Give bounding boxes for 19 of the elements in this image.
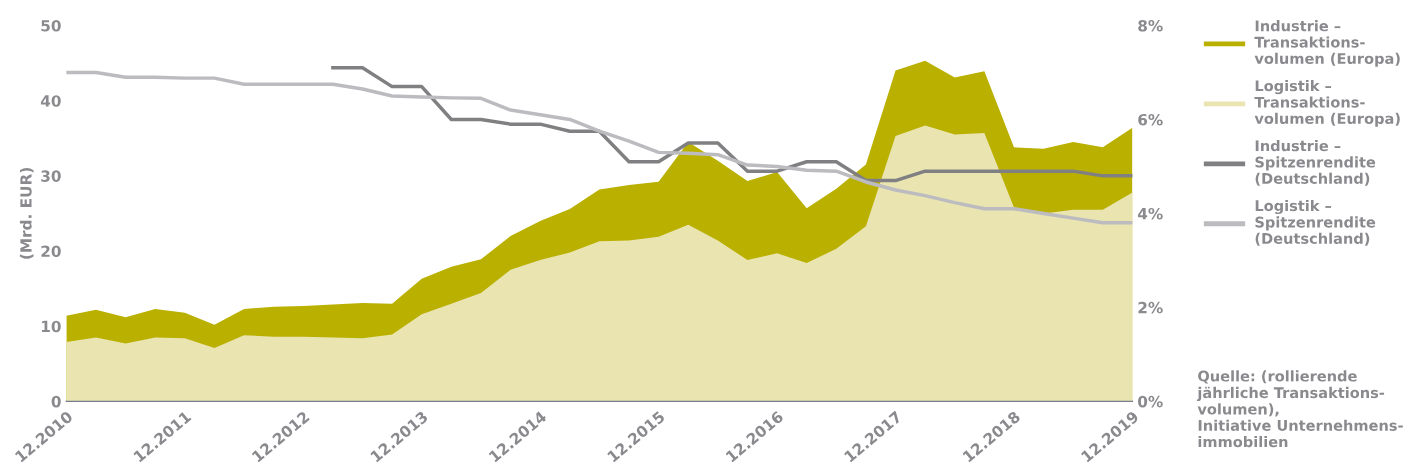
y-tick-label: 10 xyxy=(41,320,61,333)
y2-tick-label: 6% xyxy=(1138,113,1163,126)
legend-label: Industrie – Transaktions- volumen (Europa) xyxy=(1254,20,1400,67)
y2-tick-label: 2% xyxy=(1138,301,1163,314)
y-tick-label: 30 xyxy=(41,170,61,182)
legend-label: Logistik – Transaktions- volumen (Europa) xyxy=(1254,79,1400,127)
y2-tick-label: 8% xyxy=(1138,19,1163,32)
legend-label: Logistik – Spitzenrendite (Deutschland) xyxy=(1255,199,1376,246)
line-series xyxy=(331,66,1133,183)
y-tick-label: 20 xyxy=(41,245,61,258)
y-axis-title: (Mrd. EUR) xyxy=(19,168,34,259)
y-tick-label: 50 xyxy=(41,19,61,32)
y-tick-label: 40 xyxy=(40,95,61,107)
line-series xyxy=(66,70,1133,225)
y2-tick-label: 0% xyxy=(1138,395,1163,408)
source-note: Quelle: (rollierende jährliche Transaktions- volumen), Initiative Unternehmens- immobilien xyxy=(1196,370,1403,448)
legend-label: Industrie – Spitzenrendite (Deutschland) xyxy=(1255,140,1376,186)
y-tick-label: 0 xyxy=(51,395,61,408)
y2-tick-label: 4% xyxy=(1137,207,1163,220)
